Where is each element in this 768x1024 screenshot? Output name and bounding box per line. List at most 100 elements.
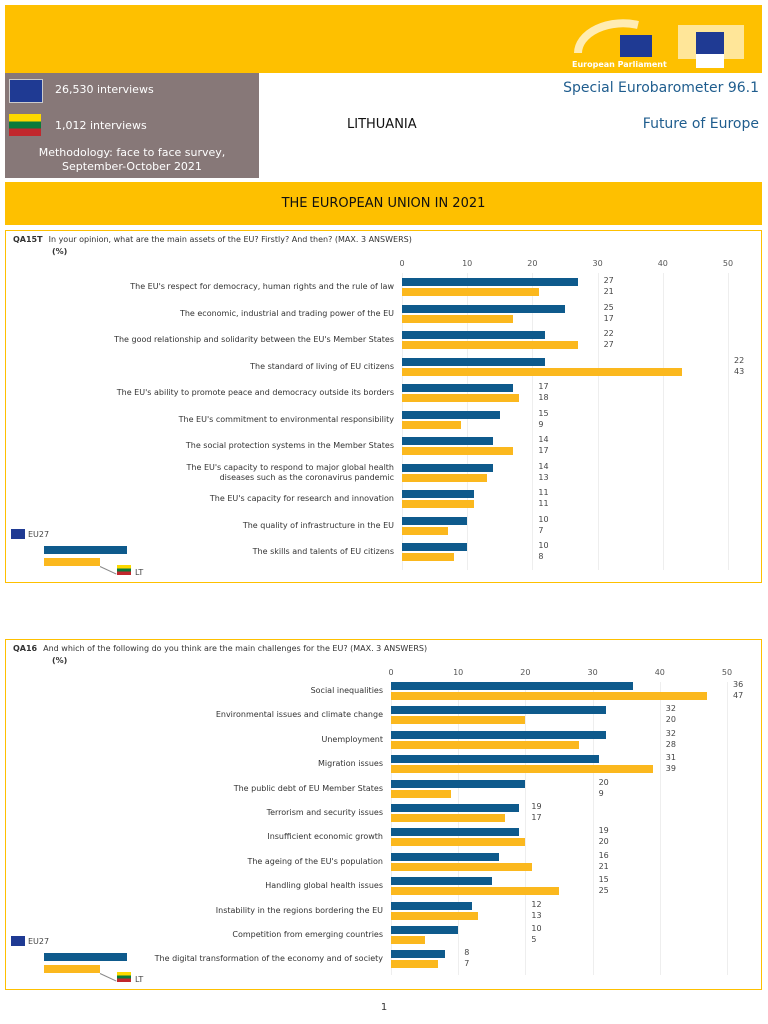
value-eu27: 12 [531, 899, 542, 909]
value-lt: 47 [733, 691, 744, 700]
value-eu27: 15 [598, 875, 609, 885]
value-eu27: 25 [603, 302, 614, 312]
bar-eu27 [391, 901, 472, 910]
value-eu27: 10 [531, 924, 542, 933]
bar-lt [391, 838, 526, 847]
axis-tick: 30 [592, 259, 603, 268]
category-label: The social protection systems in the Mem… [185, 441, 394, 450]
category-label: The good relationship and solidarity bet… [114, 335, 394, 344]
axis-tick: 10 [453, 668, 464, 677]
value-eu27: 17 [538, 382, 549, 391]
axis-tick: 50 [721, 668, 733, 677]
value-lt: 18 [538, 393, 549, 402]
section-band: THE EUROPEAN UNION IN 2021 [5, 182, 762, 225]
category-label: The ageing of the EU's population [247, 856, 383, 866]
axis-tick: 20 [527, 259, 538, 268]
question-text: And which of the following do you think … [43, 644, 428, 653]
bar-eu27 [391, 804, 519, 812]
sample-info: 26,530 interviews 1,012 interviews Metho… [5, 73, 259, 178]
value-eu27: 10 [538, 514, 549, 524]
bar-lt [391, 716, 526, 725]
value-lt: 9 [538, 419, 544, 429]
page-number: 1 [380, 1002, 388, 1013]
category-label: The EU's ability to promote peace and de… [116, 388, 394, 397]
bar-lt [391, 789, 452, 798]
logos: European Parliament [558, 5, 762, 73]
value-lt: 7 [464, 959, 470, 969]
category-label: Competition from emerging countries [232, 930, 383, 939]
question-code: QA16 [13, 644, 38, 653]
country-name: LITHUANIA [347, 117, 417, 132]
legend-connector [99, 566, 117, 575]
gridline [727, 682, 728, 975]
category-label: Terrorism and security issues [266, 808, 383, 817]
bar-eu27 [402, 384, 513, 392]
category-label: Migration issues [318, 759, 383, 769]
category-label: The digital transformation of the econom… [154, 954, 383, 964]
value-lt: 39 [665, 764, 676, 774]
chart-qa16: QA16 And which of the following do you th… [5, 639, 762, 990]
bar-eu27 [391, 682, 633, 690]
category-label: The standard of living of EU citizens [250, 361, 394, 371]
european-commission-logo [696, 32, 724, 54]
question-text: In your opinion, what are the main asset… [48, 235, 412, 244]
axis-tick: 10 [462, 259, 473, 268]
lt-flag-icon [9, 114, 41, 136]
bar-lt [391, 692, 707, 700]
value-lt: 17 [531, 813, 542, 822]
category-label: The EU's capacity to respond to major gl… [186, 462, 394, 482]
european-parliament-logo: European Parliament [572, 19, 744, 69]
unit-label: (%) [52, 656, 68, 665]
category-label: Instability in the regions bordering the… [215, 905, 383, 915]
eu-flag-icon [11, 529, 25, 539]
value-lt: 21 [603, 287, 614, 296]
bar-eu27 [402, 437, 494, 445]
axis-tick: 50 [722, 259, 734, 268]
report-subtitle: Future of Europe [642, 116, 759, 132]
category-label: The skills and talents of EU citizens [252, 547, 394, 556]
bar-lt [402, 473, 487, 482]
gridline [597, 273, 599, 570]
legend-bar-lt [44, 965, 100, 973]
value-eu27: 19 [598, 826, 609, 836]
value-lt: 43 [734, 366, 745, 376]
value-lt: 21 [598, 861, 609, 871]
value-eu27: 31 [665, 753, 676, 763]
lt-flag-icon [117, 565, 131, 575]
bar-eu27 [402, 410, 500, 419]
bar-eu27 [391, 950, 445, 959]
legend-eu27: EU27 [28, 530, 50, 539]
bar-lt [402, 447, 513, 455]
legend-bar-eu27 [44, 953, 127, 961]
axis-tick: 40 [657, 259, 668, 268]
value-eu27: 19 [531, 802, 542, 811]
axis-tick: 30 [587, 668, 598, 677]
bar-eu27 [402, 357, 546, 366]
bar-lt [391, 887, 559, 896]
value-eu27: 14 [538, 461, 549, 471]
bar-lt [402, 526, 448, 535]
value-eu27: 27 [603, 276, 614, 285]
bar-eu27 [402, 543, 468, 551]
bar-eu27 [391, 926, 459, 934]
category-label: The EU's capacity for research and innov… [209, 494, 394, 503]
value-eu27: 20 [598, 777, 609, 787]
bar-lt [402, 500, 474, 508]
value-eu27: 14 [538, 435, 549, 444]
value-eu27: 16 [598, 850, 609, 860]
category-label: Insufficient economic growth [267, 832, 383, 842]
axis-tick: 0 [388, 668, 394, 677]
bar-lt [391, 765, 654, 774]
value-eu27: 8 [464, 948, 470, 958]
value-lt: 13 [538, 472, 549, 482]
lt-flag-icon [117, 972, 131, 982]
value-lt: 9 [598, 788, 604, 798]
category-label: The public debt of EU Member States [233, 783, 383, 793]
report-title: Special Eurobarometer 96.1 [563, 80, 759, 96]
lt-interviews: 1,012 interviews [55, 119, 147, 132]
category-label: The EU's respect for democracy, human ri… [130, 282, 394, 291]
bar-lt [402, 553, 455, 561]
value-lt: 7 [538, 525, 544, 535]
value-eu27: 36 [733, 680, 744, 689]
value-lt: 17 [538, 446, 549, 455]
